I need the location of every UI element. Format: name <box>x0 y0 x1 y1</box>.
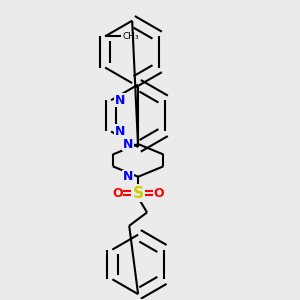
Text: N: N <box>122 138 133 151</box>
Text: N: N <box>122 170 133 183</box>
Text: O: O <box>154 187 164 200</box>
Text: CH₃: CH₃ <box>123 32 140 41</box>
Text: N: N <box>115 125 125 138</box>
Text: O: O <box>112 187 123 200</box>
Text: S: S <box>133 186 144 201</box>
Text: N: N <box>115 94 125 107</box>
